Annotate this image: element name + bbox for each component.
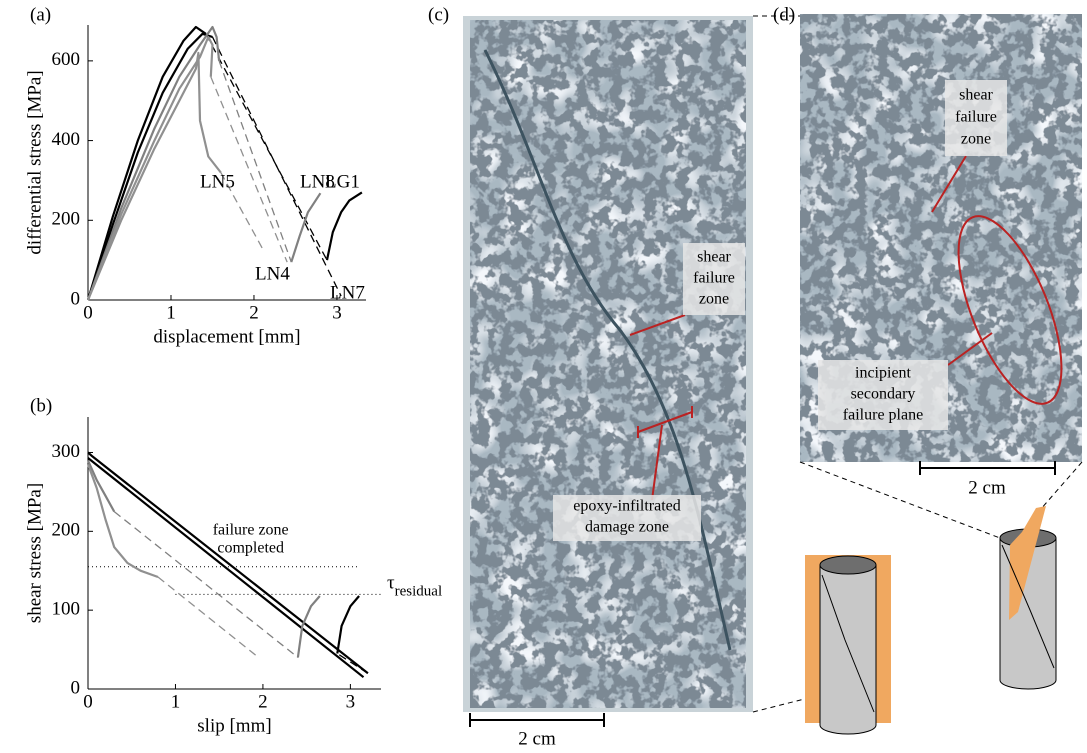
series-label: LG1: [325, 171, 360, 192]
x-tick-label: 1: [166, 302, 176, 323]
series-line: [88, 37, 287, 300]
series-line: [86, 25, 363, 301]
annotation: failure: [955, 109, 997, 126]
y-tick-label: 200: [52, 209, 81, 230]
y-tick-label: 200: [52, 520, 81, 541]
annotation: failure: [693, 270, 735, 287]
series-label: LN7: [330, 282, 365, 303]
series-line: [86, 25, 322, 301]
photo-c: shear failure zone epoxy-infiltrated dam…: [463, 16, 753, 749]
reference-label: failure zone: [213, 521, 289, 538]
series-label: LN5: [200, 171, 235, 192]
y-tick-label: 300: [52, 441, 81, 462]
y-tick-label: 400: [52, 129, 81, 150]
x-tick-label: 0: [83, 302, 93, 323]
annotation: secondary: [851, 386, 916, 403]
annotation: zone: [961, 131, 991, 148]
reference-label-sub: residual: [395, 584, 442, 600]
reference-label: τresidual: [387, 573, 442, 600]
series-line: [88, 464, 259, 657]
y-tick-label: 0: [71, 288, 81, 309]
reference-label-part: τ: [387, 573, 395, 594]
drop-connector: [113, 511, 299, 658]
series-line: [88, 53, 262, 300]
y-tick-label: 100: [52, 599, 81, 620]
series-line: [87, 457, 365, 679]
drop-connector: [210, 76, 288, 263]
series-label: LN8: [300, 171, 335, 192]
y-tick-label: 600: [52, 49, 81, 70]
x-tick-label: 1: [171, 691, 181, 712]
annotation: epoxy-infiltrated: [573, 498, 681, 515]
x-tick-label: 2: [258, 691, 268, 712]
x-tick-label: 0: [83, 691, 93, 712]
drop-connector: [157, 576, 259, 658]
scale-bar-label: 2 cm: [968, 477, 1006, 498]
reference-label: completed: [217, 539, 284, 556]
x-tick-label: 3: [346, 691, 356, 712]
y-axis-label: shear stress [MPa]: [24, 483, 45, 623]
drop-connector: [205, 33, 328, 261]
panel-label: (a): [30, 4, 51, 25]
drop-connector: [218, 60, 292, 263]
series-line: [87, 451, 369, 675]
x-axis-label: displacement [mm]: [153, 326, 300, 347]
panel-label: (b): [30, 395, 52, 416]
x-tick-label: 3: [332, 302, 342, 323]
series-label: LN4: [255, 263, 290, 284]
series-line: [86, 459, 321, 658]
drop-connector: [220, 172, 263, 249]
schematic: [752, 15, 1083, 735]
y-tick-label: 0: [71, 677, 81, 698]
series-line: [88, 34, 341, 300]
photo-d: shear failure zone incipient secondary f…: [800, 14, 1082, 498]
annotation: incipient: [855, 365, 912, 382]
scale-bar-label: 2 cm: [518, 728, 556, 749]
drop-connector: [211, 36, 342, 297]
panel-label: (c): [428, 4, 449, 25]
annotation: shear: [959, 87, 993, 104]
x-tick-label: 2: [249, 302, 259, 323]
panel-label: (d): [773, 4, 795, 25]
annotation: failure plane: [843, 407, 923, 424]
annotation: damage zone: [585, 519, 669, 536]
annotation: zone: [699, 291, 729, 308]
y-axis-label: differential stress [MPa]: [24, 70, 45, 254]
annotation: shear: [697, 249, 731, 266]
x-axis-label: slip [mm]: [197, 715, 271, 736]
